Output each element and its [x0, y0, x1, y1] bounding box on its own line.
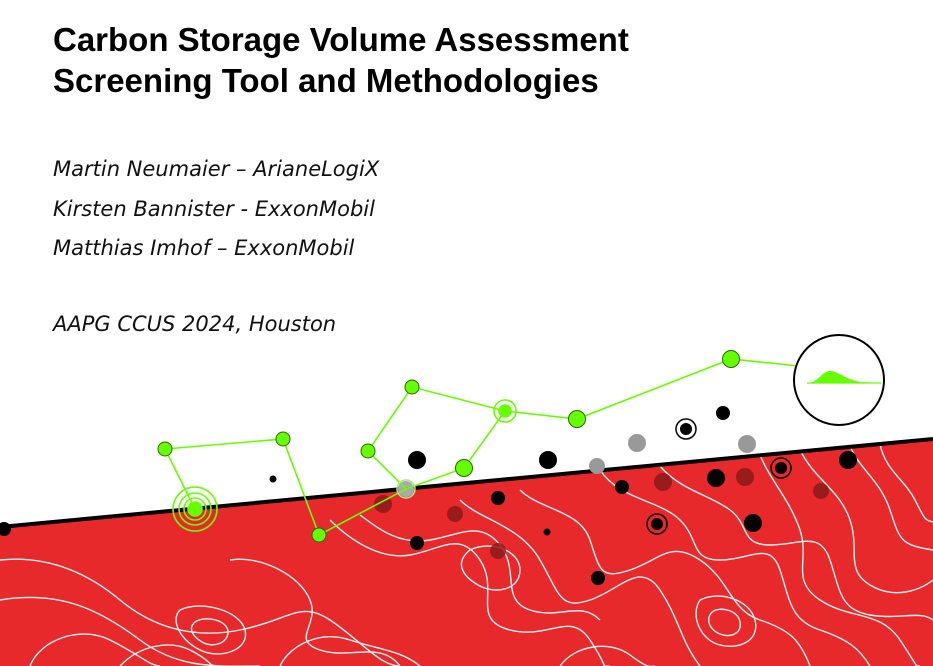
network-node [404, 379, 420, 395]
black-well [707, 469, 725, 487]
grey-well [589, 458, 605, 474]
network-node [275, 431, 291, 447]
black-well [615, 480, 629, 494]
subsurface-well [447, 506, 463, 522]
slide-title-line-2: Screening Tool and Methodologies [53, 62, 599, 99]
subsurface-well [736, 468, 754, 486]
contour-lines [0, 443, 933, 666]
surface-line [0, 437, 933, 529]
black-well [269, 475, 277, 483]
grey-well [628, 434, 646, 452]
author-line: Matthias Imhof – ExxonMobil [53, 236, 355, 260]
slide-title: Carbon Storage Volume Assessment Screeni… [53, 19, 629, 101]
distribution-curve-icon [793, 334, 885, 426]
ringed-well [770, 457, 792, 479]
black-well [408, 451, 426, 469]
author-list: Martin Neumaier – ArianeLogiX Kirsten Ba… [53, 150, 379, 269]
network-branch [164, 448, 196, 510]
subsurface-well [490, 543, 506, 559]
network-node [722, 350, 740, 368]
black-well [539, 451, 557, 469]
network-node [311, 527, 327, 543]
black-well [744, 514, 762, 532]
black-well [716, 406, 730, 420]
black-well [591, 571, 605, 585]
network-branch [367, 386, 506, 452]
black-well [0, 522, 11, 536]
grey-well [738, 435, 756, 453]
green-ringed-well [493, 399, 517, 423]
injection-well-rings [172, 486, 218, 532]
faded-green-well [396, 479, 416, 499]
ringed-well [675, 418, 697, 440]
network-node [157, 441, 173, 457]
black-well [839, 451, 857, 469]
network-node [455, 459, 473, 477]
subsurface-well [813, 483, 829, 499]
slide-title-line-1: Carbon Storage Volume Assessment [53, 21, 629, 58]
event-line: AAPG CCUS 2024, Houston [53, 312, 337, 336]
black-well [491, 491, 505, 505]
subsurface-well [654, 473, 672, 491]
network-node [568, 410, 586, 428]
ringed-wells [646, 418, 792, 535]
well-network [157, 350, 809, 543]
network-node [360, 443, 376, 459]
black-wells [0, 406, 857, 585]
network-branch [367, 450, 407, 490]
black-well [543, 528, 551, 536]
author-line: Martin Neumaier – ArianeLogiX [53, 157, 380, 181]
author-line: Kirsten Bannister - ExxonMobil [53, 196, 375, 221]
ringed-well [646, 513, 668, 535]
black-well [410, 536, 424, 550]
